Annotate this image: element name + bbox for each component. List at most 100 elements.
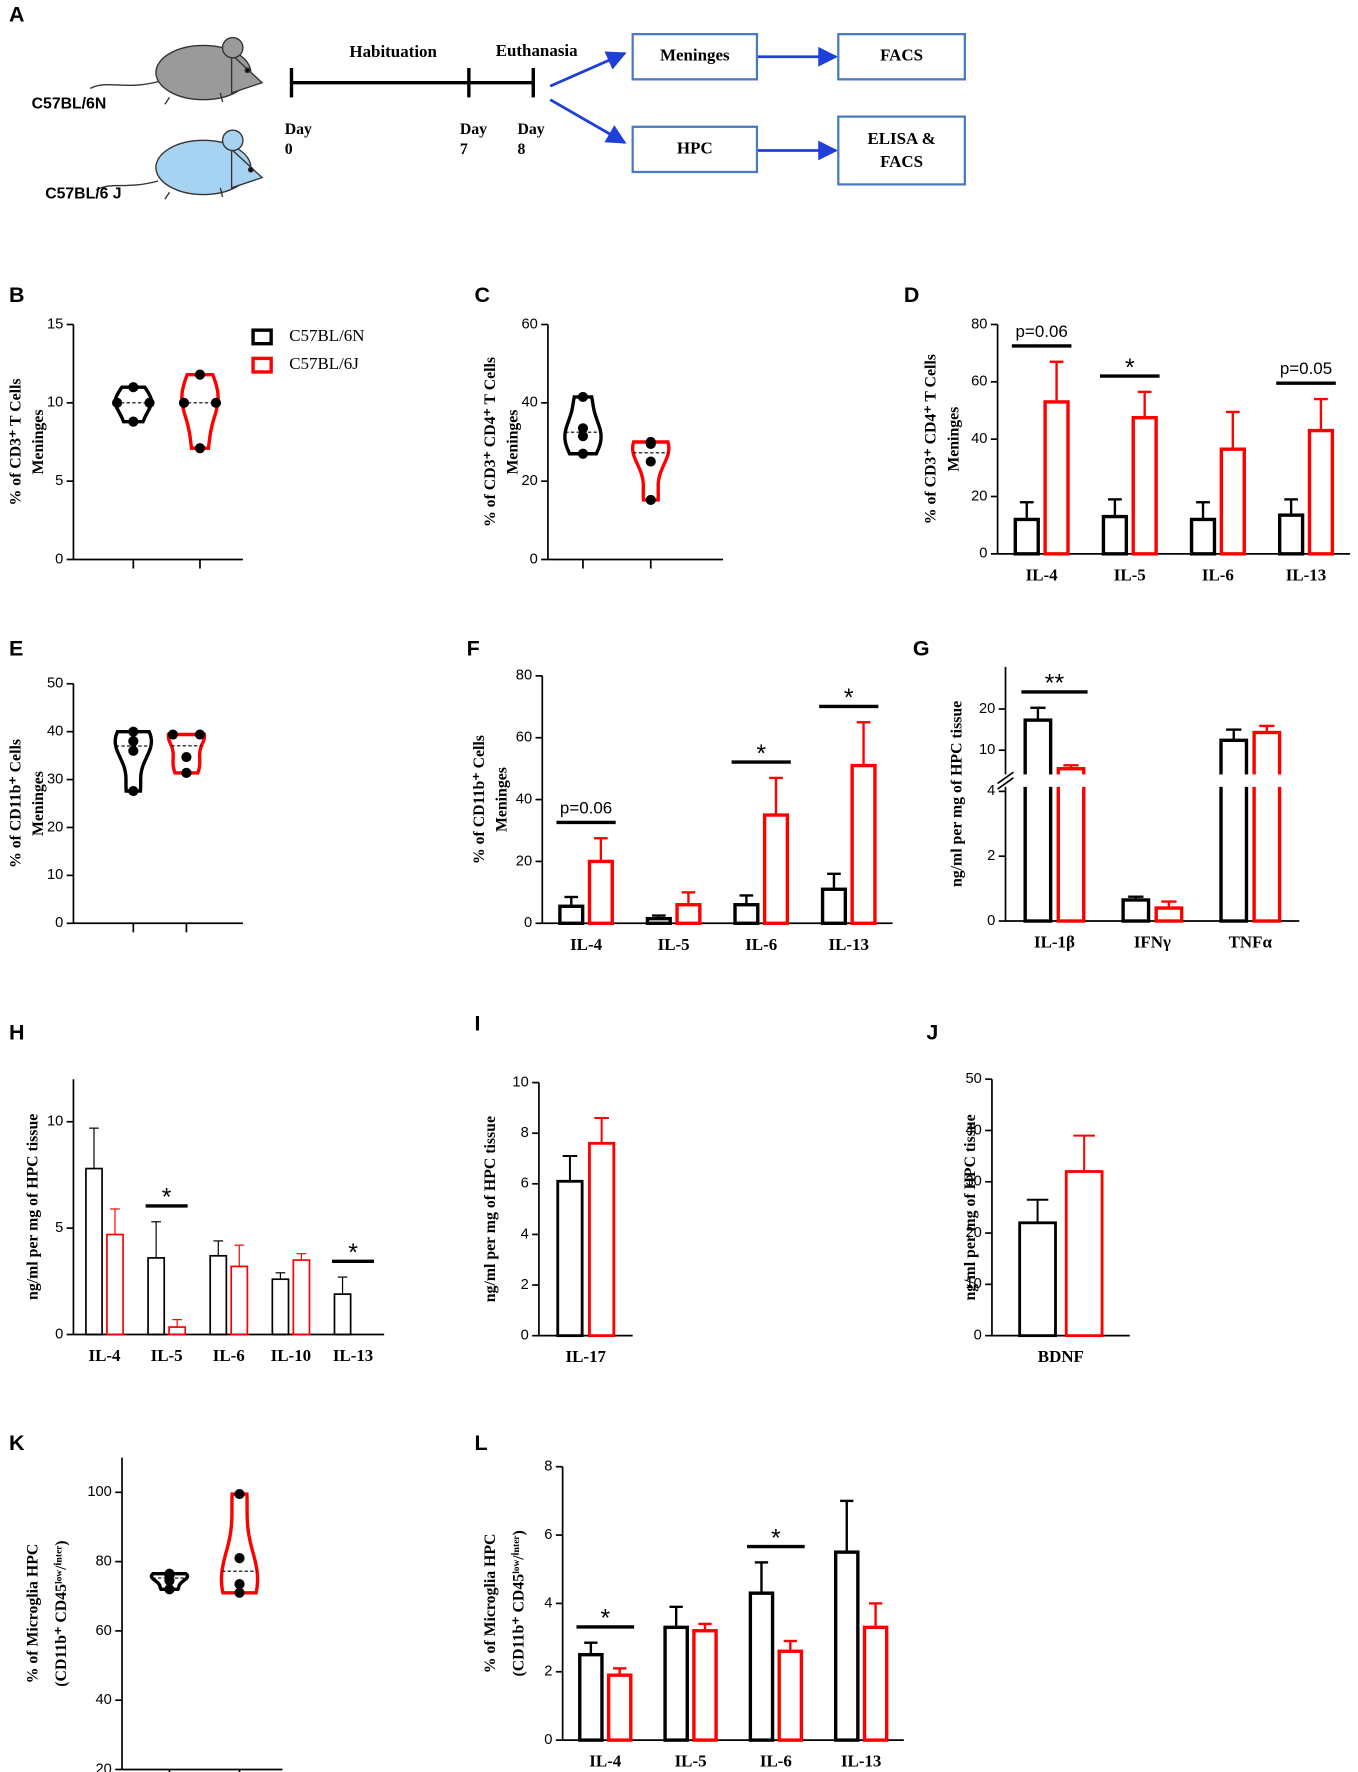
- bar: [558, 904, 585, 925]
- error-bar: [1226, 728, 1242, 741]
- panel: E 0 10 20 30 40 50 % of CD11b⁺ Cells Meninges: [8, 637, 243, 933]
- significance-label: **: [1045, 671, 1065, 698]
- y-axis-label: ng/ml per mg of HPC tissue: [962, 1114, 979, 1300]
- y-tick-label: 60: [971, 374, 987, 390]
- significance-label: p=0.06: [1016, 322, 1068, 341]
- error-bar: [213, 1240, 224, 1256]
- panel-letter: B: [9, 283, 24, 307]
- y-tick-label: 0: [55, 915, 63, 931]
- x-tick-label: IL-6: [760, 1752, 792, 1771]
- bar: [820, 887, 848, 925]
- box-label: Meninges: [660, 46, 730, 65]
- data-point: [128, 416, 139, 427]
- legend-label: C57BL/6J: [289, 354, 359, 373]
- data-point: [645, 494, 656, 506]
- day-label: Day: [285, 121, 312, 138]
- significance-label: p=0.06: [560, 798, 612, 817]
- error-bar: [89, 1127, 99, 1169]
- box-label: FACS: [880, 152, 923, 171]
- data-point: [128, 745, 139, 756]
- y-tick-label: 15: [47, 316, 63, 332]
- bar: [106, 1233, 124, 1336]
- y-tick-label: 40: [971, 431, 987, 447]
- y-tick-label: 60: [96, 1623, 112, 1639]
- y-tick-label: 80: [96, 1553, 112, 1569]
- significance-label: *: [162, 1185, 172, 1212]
- significance-label: *: [756, 741, 766, 768]
- bar: [1131, 415, 1158, 556]
- y-axis-label: (CD11b⁺ CD45ˡᵒʷ/ⁱⁿᵗᵉʳ): [53, 1540, 70, 1686]
- timeline: [289, 68, 535, 98]
- data-point: [210, 397, 222, 408]
- bar: [645, 916, 672, 925]
- data-point: [178, 397, 190, 408]
- error-bar: [584, 1641, 598, 1655]
- phase-label: Habituation: [349, 42, 437, 61]
- error-bar: [172, 1319, 182, 1328]
- error-bar: [1063, 764, 1079, 769]
- x-tick-label: IL-13: [333, 1346, 373, 1365]
- day-number: 7: [460, 141, 468, 158]
- error-bar: [110, 1208, 120, 1235]
- data-point: [181, 751, 192, 763]
- bar: [1023, 718, 1053, 923]
- significance-label: *: [600, 1606, 610, 1633]
- data-point: [167, 729, 178, 740]
- error-bar: [754, 1561, 769, 1594]
- bar: [833, 1550, 860, 1742]
- panel-letter: H: [9, 1021, 24, 1045]
- y-tick-label: 20: [979, 701, 995, 717]
- violin-outline: [113, 385, 154, 424]
- error-bar: [1161, 900, 1177, 909]
- panel-letter: F: [467, 637, 480, 661]
- y-tick-label: 40: [96, 1692, 112, 1708]
- y-tick-label: 2: [987, 848, 995, 864]
- panel-letter: C: [475, 283, 491, 307]
- bar: [777, 1649, 804, 1742]
- y-tick-label: 10: [47, 867, 63, 883]
- bar: [1013, 517, 1040, 556]
- bar: [147, 1257, 166, 1336]
- bar: [1219, 738, 1249, 923]
- axis-break-gap: [996, 774, 1300, 787]
- y-axis-label: % of CD11b⁺ Cells: [8, 739, 25, 868]
- phase-label: Euthanasia: [496, 41, 578, 60]
- y-tick-label: 40: [965, 1122, 981, 1138]
- y-tick-label: 80: [516, 668, 532, 684]
- bar: [1043, 400, 1070, 556]
- bar: [230, 1265, 249, 1336]
- y-tick-label: 60: [516, 730, 532, 746]
- y-tick-label: 8: [544, 1459, 552, 1475]
- x-tick-label: IL-13: [841, 1752, 881, 1771]
- bar: [733, 903, 760, 925]
- x-tick-label: IL-6: [213, 1346, 245, 1365]
- y-tick-label: 40: [47, 724, 63, 740]
- violin-outline: [180, 372, 220, 450]
- y-tick-label: 2: [544, 1664, 552, 1680]
- error-bar: [827, 872, 841, 890]
- y-tick-label: 10: [512, 1074, 528, 1090]
- y-axis-label: % of CD11b⁺ Cells: [471, 735, 488, 864]
- y-axis-label: Meninges: [30, 771, 47, 836]
- violin-outline: [563, 395, 603, 456]
- x-tick-label: IL-1β: [1034, 933, 1075, 952]
- panel: D 0 20 40 60 80 % of CD3⁺ CD4⁺ T Cells Meninges…: [904, 283, 1351, 584]
- legend-swatch: [251, 356, 273, 374]
- data-point: [234, 1587, 245, 1598]
- strain-label: C57BL/6N: [32, 95, 107, 112]
- y-tick-label: 0: [530, 551, 538, 567]
- bar: [1189, 517, 1217, 556]
- bar: [862, 1625, 889, 1742]
- error-bar: [840, 1499, 854, 1553]
- y-tick-label: 20: [96, 1761, 112, 1772]
- y-tick-label: 4: [544, 1595, 552, 1611]
- y-tick-label: 40: [516, 791, 532, 807]
- data-point: [194, 369, 206, 380]
- x-tick-label: IL-6: [1202, 565, 1234, 584]
- data-point: [234, 1488, 245, 1500]
- bar: [850, 763, 877, 925]
- y-tick-label: 6: [544, 1527, 552, 1543]
- error-bar: [1137, 390, 1152, 418]
- significance-label: *: [348, 1240, 358, 1267]
- bar: [578, 1652, 604, 1742]
